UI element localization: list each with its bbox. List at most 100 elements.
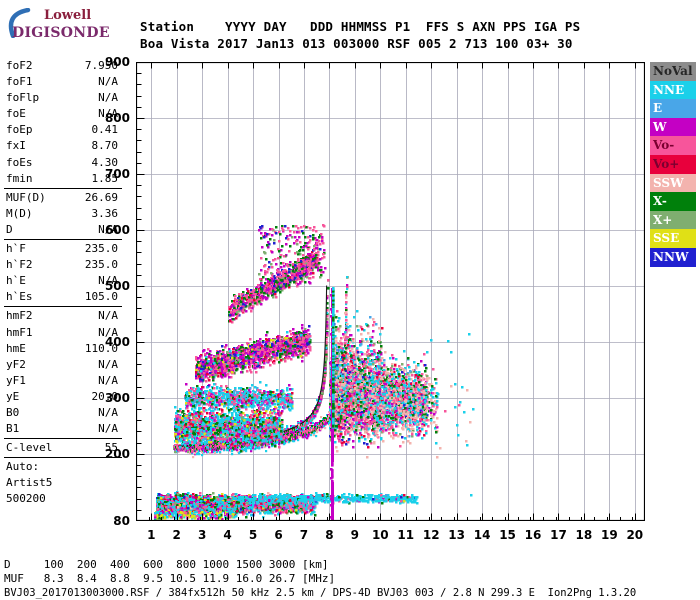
param-group-frequencies: foF2 7.950 foF1 N/A foFlp N/A foE N/A foEp 0.…	[4, 58, 122, 187]
doppler-direction-legend: NoVal NNE E W Vo- Vo+ SSW X- X+ SSE NNW	[650, 62, 696, 267]
param-key: hmF1	[6, 325, 33, 339]
param-key: h`F	[6, 242, 26, 256]
param-value: N/A	[98, 274, 118, 288]
param-key: h`Es	[6, 290, 33, 304]
param-value: 8.70	[91, 139, 119, 153]
legend-item-sse[interactable]: SSE	[650, 229, 696, 248]
footer-muf-row: MUF 8.3 8.4 8.8 9.5 10.5 11.9 16.0 26.7 …	[4, 572, 336, 585]
x-axis-tick-label: 20	[626, 528, 644, 542]
param-value: N/A	[98, 357, 118, 371]
param-row: B1 N/A	[4, 421, 122, 437]
param-value: N/A	[98, 325, 118, 339]
param-key: foF2	[6, 59, 33, 72]
param-key: foE	[6, 107, 26, 121]
param-key: MUF(D)	[6, 190, 46, 204]
logo-brand-bottom: DIGISONDE	[12, 25, 110, 41]
param-key: h`F2	[6, 258, 33, 272]
x-axis-tick-label: 12	[422, 528, 440, 542]
param-key: fxI	[6, 139, 26, 153]
param-row: foFlp N/A	[4, 90, 122, 106]
legend-item-e[interactable]: E	[650, 99, 696, 118]
param-value: 3.36	[91, 206, 119, 220]
legend-item-ssw[interactable]: SSW	[650, 173, 696, 193]
param-row: foF2 7.950	[4, 58, 122, 74]
x-axis-tick-label: 8	[325, 528, 334, 542]
param-divider	[4, 239, 122, 241]
param-key: hmE	[6, 341, 26, 355]
param-row: h`F2 235.0	[4, 257, 122, 273]
param-value: N/A	[98, 373, 118, 387]
y-axis-tick-label: 800	[104, 110, 130, 125]
param-value: 105.0	[84, 290, 118, 304]
param-divider	[4, 438, 122, 440]
param-key: B1	[6, 422, 20, 436]
legend-item-noval[interactable]: NoVal	[650, 62, 696, 81]
x-axis-tick-label: 2	[172, 528, 181, 542]
param-value: N/A	[98, 107, 118, 121]
param-row: hmF2 N/A	[4, 308, 122, 324]
header-values: Boa Vista 2017 Jan13 013 003000 RSF 005 …	[140, 36, 573, 51]
param-value: N/A	[98, 75, 118, 89]
param-row: yF2 N/A	[4, 357, 122, 373]
param-value: 235.0	[84, 258, 118, 272]
param-row: h`Es 105.0	[4, 289, 122, 305]
legend-item-x-[interactable]: X+	[650, 210, 696, 230]
y-axis-tick-label: 900	[104, 55, 130, 69]
auto-label: Auto:	[6, 460, 40, 474]
param-row: yE 20.0	[4, 389, 122, 405]
legend-item-vo-[interactable]: Vo+	[650, 154, 696, 174]
param-row: h`E N/A	[4, 273, 122, 289]
param-key: M(D)	[6, 206, 33, 220]
logo-arc-icon	[8, 8, 31, 38]
param-key: yE	[6, 389, 20, 403]
station-header: Station YYYY DAY DDD HHMMSS P1 FFS S AXN…	[140, 18, 580, 52]
param-value: 55	[104, 441, 118, 455]
legend-item-x-[interactable]: X-	[650, 192, 696, 211]
x-axis-tick-label: 7	[299, 528, 309, 542]
param-value: N/A	[98, 309, 118, 323]
logo-brand-top: Lowell	[44, 8, 92, 23]
param-group-virtual-heights: h`F 235.0 h`F2 235.0 h`E N/A h`Es 105.0	[4, 241, 122, 305]
x-axis-tick-label: 10	[371, 528, 389, 542]
ionogram-plot[interactable]	[136, 62, 645, 521]
param-key: h`E	[6, 274, 26, 288]
ionogram-canvas[interactable]	[136, 62, 645, 521]
param-row: fxI 8.70	[4, 138, 122, 154]
x-axis-tick-label: 19	[601, 528, 618, 542]
x-axis-tick-label: 18	[575, 528, 593, 542]
x-axis-tick-label: 14	[473, 528, 491, 542]
legend-item-nnw[interactable]: NNW	[650, 247, 696, 267]
x-axis-tick-label: 3	[197, 528, 207, 542]
param-row: foEp 0.41	[4, 122, 122, 138]
param-group-muf: MUF(D) 26.69 M(D) 3.36 D N/A	[4, 190, 122, 238]
param-value: 4.30	[91, 155, 119, 169]
param-key: hmF2	[6, 309, 33, 323]
x-axis-tick-label: 1	[147, 528, 156, 542]
param-value: 110.0	[84, 341, 118, 355]
legend-item-w[interactable]: W	[650, 117, 696, 137]
param-row: foE N/A	[4, 106, 122, 122]
param-row: fmin 1.85	[4, 171, 122, 187]
param-group-profile: hmF2 N/A hmF1 N/A hmE 110.0 yF2 N/A yF1 N/A y…	[4, 308, 122, 437]
param-row: M(D) 3.36	[4, 206, 122, 222]
param-row: MUF(D) 26.69	[4, 190, 122, 206]
param-key: D	[6, 222, 13, 236]
param-key: yF1	[6, 373, 26, 387]
x-axis-tick-label: 5	[248, 528, 258, 542]
x-axis-tick-label: 9	[350, 528, 360, 542]
param-value: 0.41	[91, 123, 119, 137]
param-row: foF1 N/A	[4, 74, 122, 90]
param-key: C-level	[6, 441, 53, 455]
param-key: B0	[6, 405, 20, 419]
auto-program: Artist5	[6, 476, 53, 490]
param-row: B0 N/A	[4, 405, 122, 421]
ionogram-parameters-panel: foF2 7.950 foF1 N/A foFlp N/A foE N/A foEp 0.…	[4, 58, 122, 508]
legend-item-nne[interactable]: NNE	[650, 80, 696, 100]
param-row: C-level 55	[4, 440, 122, 456]
param-row: foEs 4.30	[4, 155, 122, 171]
param-value: 20.0	[91, 389, 119, 403]
legend-item-vo-[interactable]: Vo-	[650, 136, 696, 155]
y-axis-tick-label: 500	[104, 278, 130, 293]
param-value: 26.69	[84, 190, 118, 204]
param-key: foEp	[6, 123, 33, 137]
